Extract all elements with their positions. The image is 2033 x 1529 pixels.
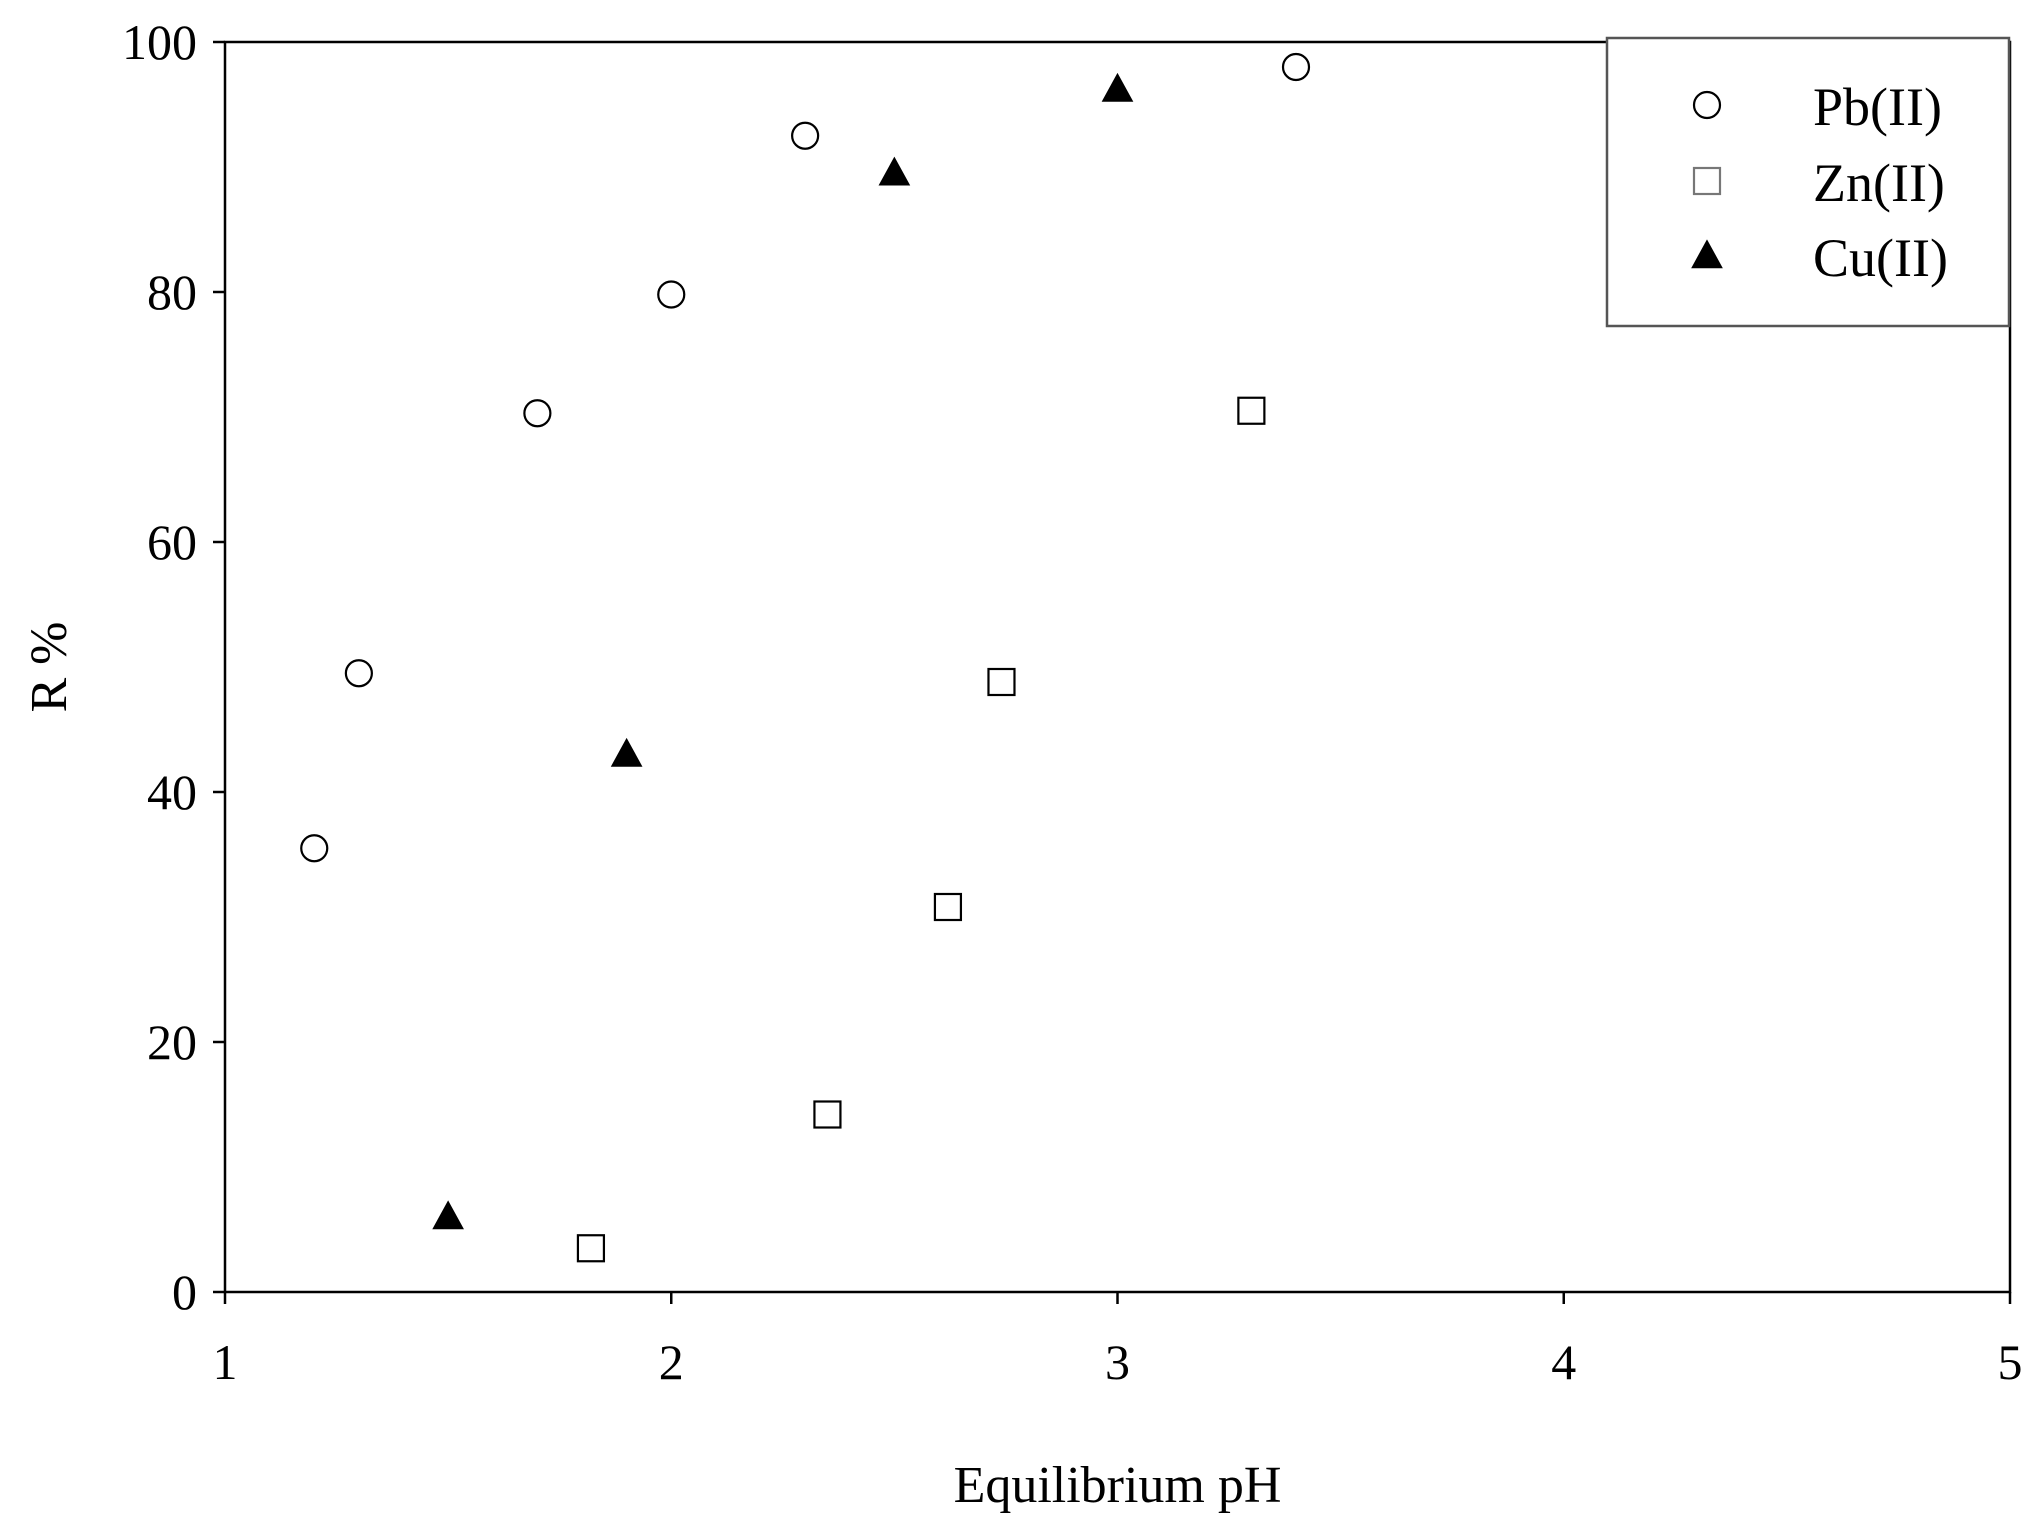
series-group (576, 396, 1266, 1263)
square-point (933, 892, 963, 922)
legend-circle-point (1692, 90, 1722, 120)
square-point (987, 667, 1016, 697)
legend-label: Zn(II) (1813, 153, 1945, 213)
legend-label: Pb(II) (1813, 77, 1942, 137)
x-tick-label: 1 (213, 1334, 238, 1390)
triangle-point (878, 156, 911, 186)
y-tick-label: 100 (122, 14, 197, 70)
square-point (1237, 396, 1266, 425)
circle-point (791, 121, 820, 150)
y-tick-label: 40 (147, 764, 197, 820)
legend-label: Cu(II) (1813, 228, 1948, 288)
y-tick-label: 20 (147, 1014, 197, 1070)
circle-point (1281, 52, 1311, 82)
legend-box (1605, 36, 2011, 328)
series-group (432, 72, 1134, 1230)
legend-square-point (1692, 166, 1722, 196)
series-group (300, 52, 1311, 863)
triangle-point (1101, 72, 1134, 102)
x-tick-label: 5 (1998, 1334, 2023, 1390)
square-point (576, 1234, 606, 1263)
data-points (300, 52, 1311, 1263)
axes: 1 2 3 4 5 0 20 40 60 80 100 (122, 14, 2023, 1390)
triangle-point (432, 1200, 464, 1230)
legend: Pb(II) Zn(II) Cu(II) (1605, 36, 2011, 328)
y-tick-label: 0 (172, 1264, 197, 1320)
x-axis-title: Equilibrium pH (954, 1457, 1282, 1514)
x-tick-label: 2 (659, 1334, 684, 1390)
triangle-point (610, 737, 643, 767)
circle-point (657, 280, 686, 309)
square-point (813, 1100, 842, 1129)
circle-point (300, 834, 329, 863)
circle-point (523, 399, 552, 428)
y-tick-label: 60 (147, 514, 197, 570)
y-axis-title: R % (21, 622, 78, 713)
y-tick-label: 80 (147, 264, 197, 320)
x-tick-label: 3 (1105, 1334, 1130, 1390)
circle-point (344, 659, 373, 688)
x-tick-label: 4 (1551, 1334, 1576, 1390)
legend-triangle-point (1691, 239, 1723, 269)
